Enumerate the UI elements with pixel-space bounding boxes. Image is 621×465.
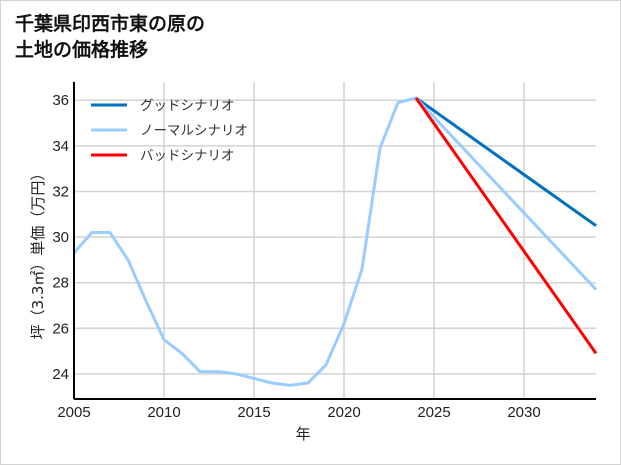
x-tick-label: 2015 [237, 404, 270, 421]
y-tick-label: 30 [52, 229, 69, 246]
chart-title: 千葉県印西市東の原の 土地の価格推移 [15, 11, 205, 63]
x-tick-label: 2010 [147, 404, 180, 421]
y-tick-label: 24 [52, 366, 69, 383]
series-line [72, 96, 598, 387]
x-tick-label: 2020 [327, 404, 360, 421]
x-axis-label: 年 [295, 425, 310, 443]
title-line-1: 千葉県印西市東の原の [15, 13, 206, 35]
y-axis-label: 坪（3.3㎡）単価（万円） [29, 166, 47, 340]
y-tick-label: 32 [52, 183, 69, 200]
x-tick-label: 2005 [57, 404, 90, 421]
y-tick-label: 34 [52, 138, 69, 155]
legend-label: ノーマルシナリオ [140, 123, 248, 139]
series-line [415, 96, 597, 227]
legend-label: バッドシナリオ [140, 148, 235, 164]
legend-label: グッドシナリオ [140, 98, 235, 114]
y-tick-label: 36 [52, 92, 69, 109]
y-tick-label: 26 [52, 320, 69, 337]
title-line-2: 土地の価格推移 [15, 39, 149, 61]
x-tick-label: 2025 [417, 404, 450, 421]
y-tick-label: 28 [52, 275, 69, 292]
series-line [414, 97, 598, 355]
x-tick-label: 2030 [507, 404, 540, 421]
